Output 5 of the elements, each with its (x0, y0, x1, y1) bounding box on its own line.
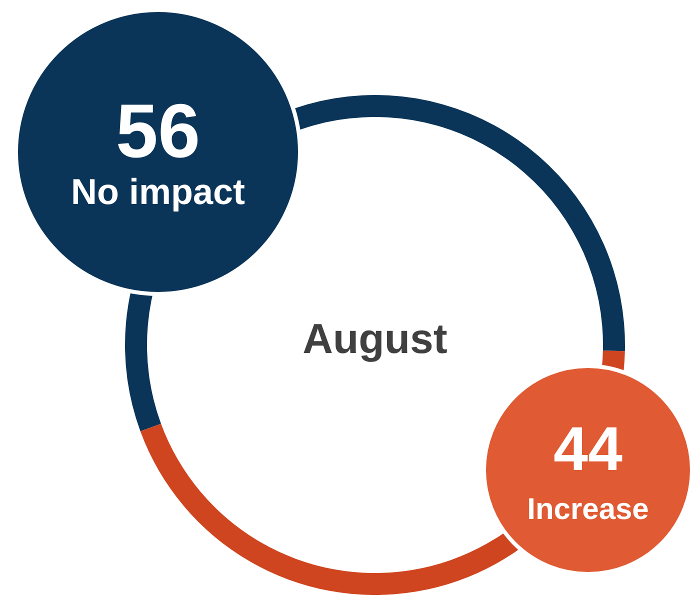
data-label: 44 (554, 414, 622, 486)
text: August (302, 315, 448, 363)
data-label: 56 (116, 89, 200, 174)
slice-label: Increase (527, 492, 649, 528)
slice-label: No impact (70, 171, 246, 212)
